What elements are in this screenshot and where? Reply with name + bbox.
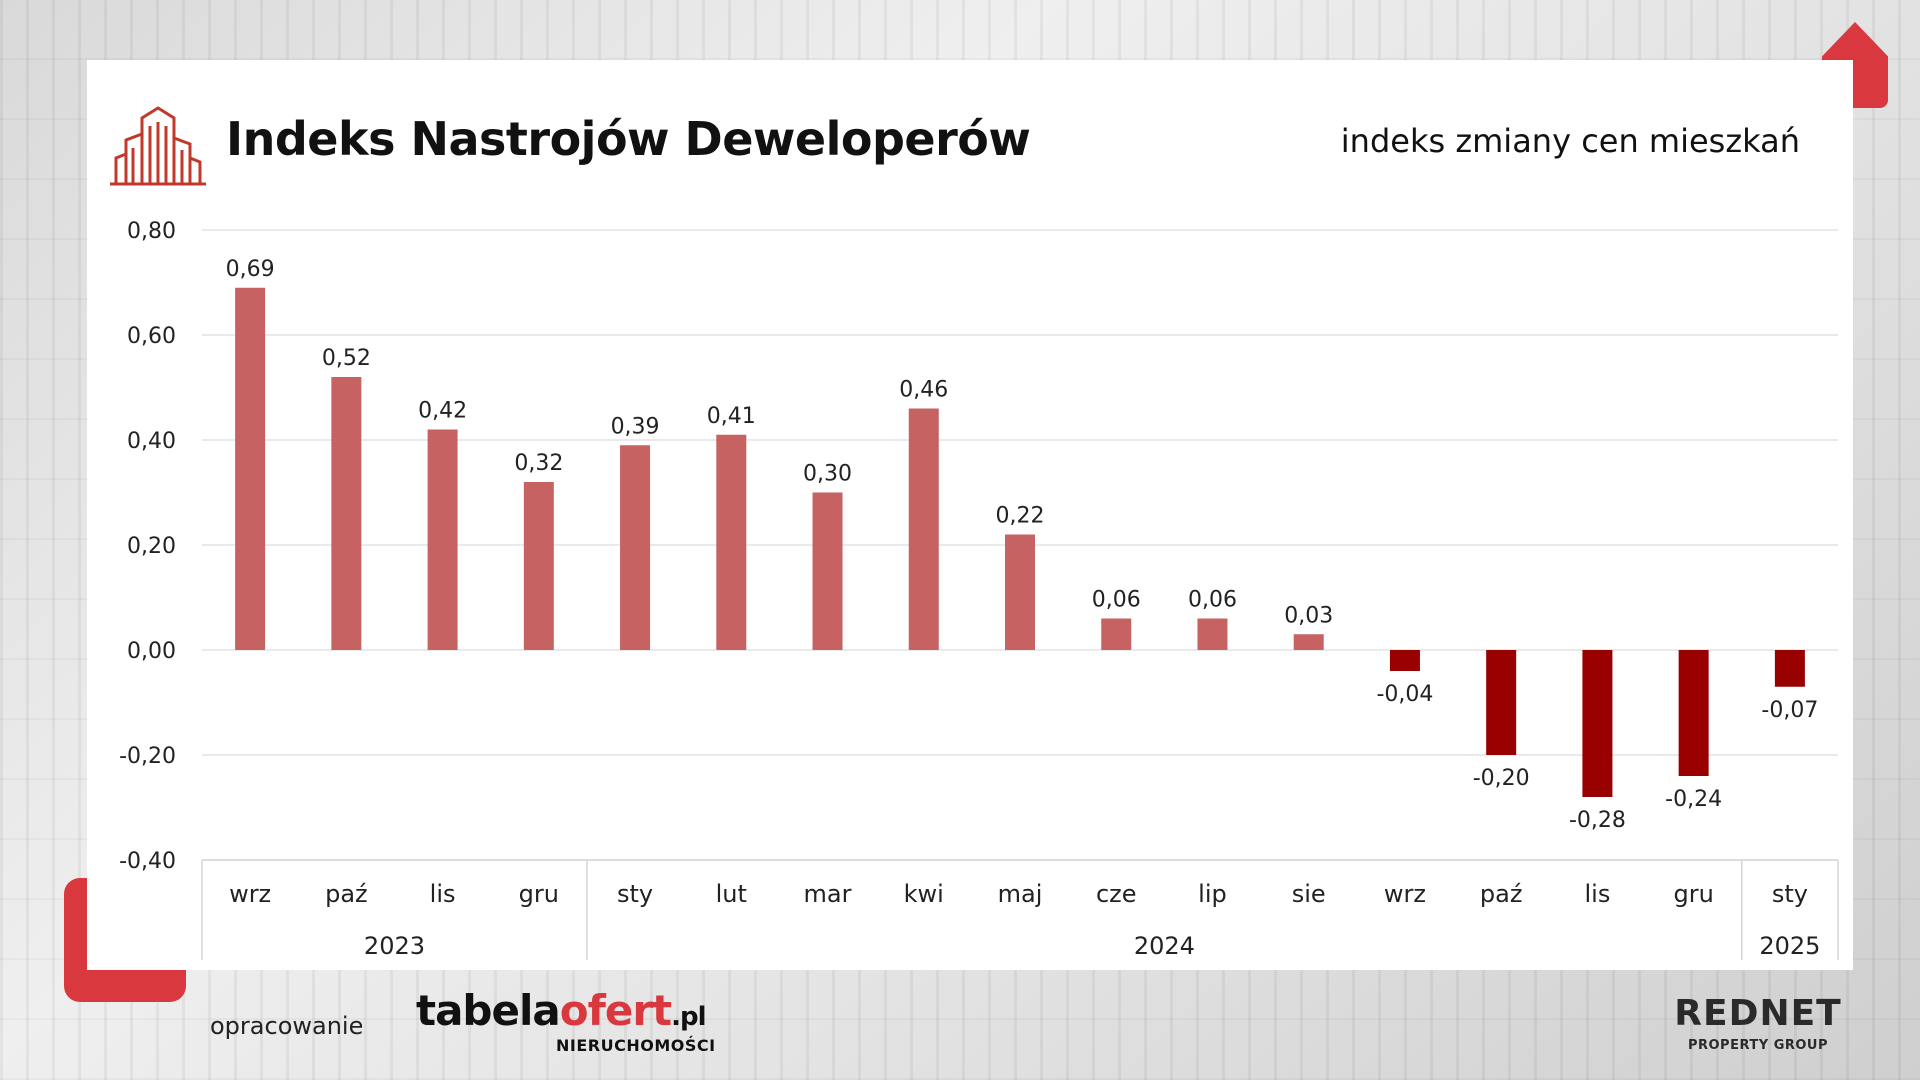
bar — [1774, 650, 1805, 687]
footer-credit-label: opracowanie — [210, 1012, 364, 1040]
x-axis: wrz paź lis gru sty lut mar kwi maj cze lip sie wrz p… — [201, 859, 1839, 960]
data-label: -0,07 — [1761, 698, 1818, 723]
y-tick-label: 0,60 — [127, 324, 176, 349]
y-tick-label: 0,20 — [127, 534, 176, 559]
bar — [1582, 650, 1613, 797]
data-label: -0,28 — [1569, 808, 1626, 833]
rednet-logo: REDNET — [1674, 993, 1842, 1034]
bar — [1389, 650, 1420, 671]
x-tick-label: wrz — [1384, 880, 1426, 908]
x-tick-label: paź — [1480, 880, 1523, 908]
data-labels: 0,69 0,52 0,42 0,32 0,39 0,41 0,30 0,46 0,22 0,06… — [226, 257, 1819, 833]
bar — [1197, 618, 1228, 650]
year-label: 2025 — [1759, 932, 1820, 960]
x-tick-label: lut — [716, 880, 747, 908]
buildings-icon — [110, 106, 206, 186]
data-label: 0,06 — [1092, 588, 1141, 613]
year-label: 2024 — [1134, 932, 1195, 960]
x-tick-label: lip — [1198, 880, 1227, 908]
x-tick-label: sty — [617, 880, 653, 908]
bar — [427, 429, 458, 650]
y-tick-label: -0,20 — [119, 744, 176, 769]
y-tick-label: 0,00 — [127, 639, 176, 664]
tabelaofert-logo-accent: ofert — [559, 986, 672, 1035]
y-axis: 0,80 0,60 0,40 0,20 0,00 -0,20 -0,40 — [119, 219, 176, 874]
bar — [1678, 650, 1709, 776]
y-tick-label: 0,40 — [127, 429, 176, 454]
data-label: 0,32 — [514, 451, 563, 476]
data-label: 0,03 — [1284, 603, 1333, 628]
bar — [1293, 634, 1324, 650]
data-label: 0,46 — [899, 378, 948, 403]
y-tick-label: 0,80 — [127, 219, 176, 244]
tabelaofert-logo-subtitle: NIERUCHOMOŚCI — [556, 1036, 716, 1055]
data-label: 0,22 — [996, 504, 1045, 529]
data-label: 0,06 — [1188, 588, 1237, 613]
bar — [812, 492, 843, 650]
data-label: 0,69 — [226, 257, 275, 282]
year-label: 2023 — [364, 932, 425, 960]
x-tick-label: lis — [430, 880, 456, 908]
tabelaofert-logo-dark: tabela — [416, 986, 561, 1035]
x-tick-label: lis — [1584, 880, 1610, 908]
bar — [1005, 534, 1035, 650]
x-tick-label: wrz — [229, 880, 271, 908]
page-title: Indeks Nastrojów Deweloperów — [226, 112, 1031, 166]
tabelaofert-logo: tabelaofert.pl — [416, 990, 707, 1032]
y-tick-label: -0,40 — [119, 849, 176, 874]
bar — [620, 445, 651, 650]
x-tick-label: gru — [1673, 880, 1713, 908]
data-label: 0,39 — [611, 414, 660, 439]
tabelaofert-logo-tld: .pl — [671, 1002, 706, 1032]
x-tick-label: cze — [1096, 880, 1137, 908]
bar — [235, 287, 266, 650]
x-tick-label: gru — [519, 880, 559, 908]
chart-subtitle: indeks zmiany cen mieszkań — [1340, 122, 1800, 160]
data-label: -0,24 — [1665, 787, 1722, 812]
data-label: -0,20 — [1473, 766, 1530, 791]
x-tick-label: sie — [1292, 880, 1326, 908]
x-tick-label: kwi — [904, 880, 944, 908]
x-tick-label: paź — [325, 880, 368, 908]
data-label: 0,41 — [707, 404, 756, 429]
bar — [1486, 650, 1517, 755]
bar — [716, 434, 747, 650]
bar — [908, 408, 939, 650]
bars — [235, 287, 1805, 797]
rednet-logo-subtitle: PROPERTY GROUP — [1687, 1038, 1829, 1053]
data-label: 0,30 — [803, 462, 852, 487]
bar — [331, 377, 362, 650]
chart-card — [87, 60, 1853, 970]
data-label: 0,42 — [418, 399, 467, 424]
x-tick-label: sty — [1772, 880, 1808, 908]
x-tick-label: mar — [804, 880, 852, 908]
x-tick-label: maj — [998, 880, 1043, 908]
data-label: 0,52 — [322, 346, 371, 371]
bar — [523, 482, 554, 650]
data-label: -0,04 — [1376, 682, 1433, 707]
bar — [1101, 618, 1132, 650]
